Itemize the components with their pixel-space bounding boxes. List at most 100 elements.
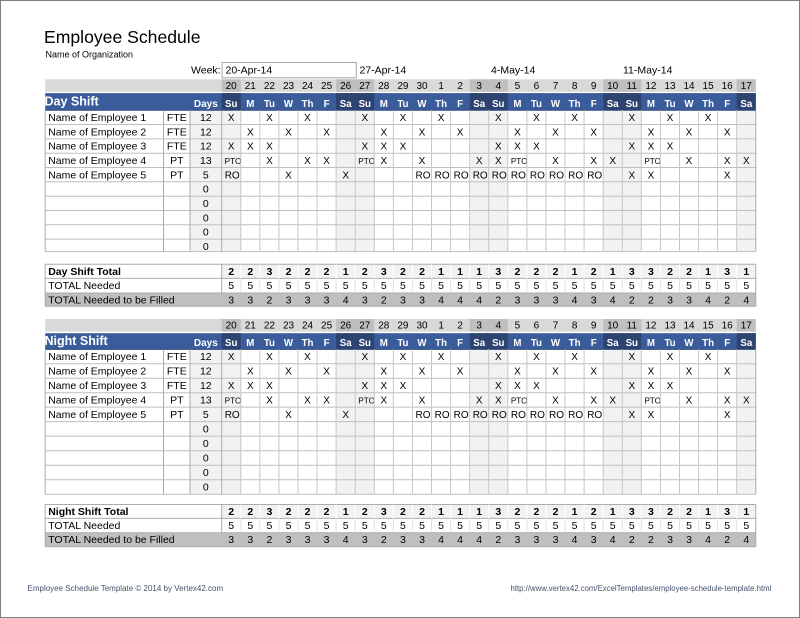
svg-text:30: 30 [416, 321, 428, 332]
svg-text:2: 2 [286, 506, 292, 518]
svg-text:F: F [724, 99, 730, 110]
svg-text:4: 4 [438, 534, 444, 546]
svg-text:FTE: FTE [167, 126, 187, 138]
svg-text:23: 23 [283, 321, 295, 332]
svg-text:Sa: Sa [340, 338, 352, 349]
svg-text:25: 25 [321, 81, 333, 92]
svg-text:X: X [400, 381, 407, 392]
svg-text:24: 24 [302, 321, 314, 332]
svg-text:4: 4 [457, 294, 463, 306]
svg-text:RO: RO [587, 170, 602, 181]
svg-text:16: 16 [722, 81, 734, 92]
svg-text:3: 3 [724, 266, 730, 278]
svg-text:2: 2 [533, 506, 539, 518]
svg-text:5: 5 [476, 280, 482, 292]
svg-text:X: X [419, 156, 426, 167]
svg-text:X: X [228, 352, 235, 363]
svg-text:2: 2 [362, 266, 368, 278]
svg-text:3: 3 [381, 266, 387, 278]
svg-text:X: X [247, 127, 254, 138]
svg-text:2: 2 [381, 534, 387, 546]
svg-text:29: 29 [397, 81, 409, 92]
svg-text:X: X [438, 352, 445, 363]
svg-text:RO: RO [492, 170, 507, 181]
svg-text:2: 2 [286, 266, 292, 278]
svg-text:2: 2 [419, 266, 425, 278]
svg-text:5: 5 [724, 280, 730, 292]
svg-text:12: 12 [645, 321, 657, 332]
svg-text:X: X [457, 127, 464, 138]
svg-text:Name of Employee 5: Name of Employee 5 [48, 169, 146, 181]
svg-text:Sa: Sa [473, 338, 485, 349]
svg-text:5: 5 [686, 520, 692, 532]
svg-text:X: X [266, 142, 273, 153]
svg-text:0: 0 [203, 467, 209, 479]
svg-text:3: 3 [305, 294, 311, 306]
svg-text:3: 3 [629, 266, 635, 278]
svg-text:5: 5 [305, 520, 311, 532]
svg-text:2: 2 [591, 266, 597, 278]
svg-text:4: 4 [476, 534, 482, 546]
svg-text:0: 0 [203, 184, 209, 196]
svg-text:5: 5 [228, 520, 234, 532]
svg-text:Th: Th [302, 99, 314, 110]
svg-text:M: M [647, 338, 655, 349]
svg-text:X: X [285, 127, 292, 138]
svg-text:1: 1 [438, 321, 444, 332]
svg-text:17: 17 [741, 321, 753, 332]
svg-text:2: 2 [686, 506, 692, 518]
svg-text:2: 2 [419, 506, 425, 518]
svg-text:Employee Schedule Template © 2: Employee Schedule Template © 2014 by Ver… [28, 584, 224, 593]
svg-text:3: 3 [591, 294, 597, 306]
svg-text:FTE: FTE [167, 112, 187, 124]
svg-text:X: X [648, 142, 655, 153]
svg-text:RO: RO [511, 170, 526, 181]
svg-text:M: M [513, 338, 521, 349]
svg-text:14: 14 [683, 321, 695, 332]
svg-text:F: F [324, 338, 330, 349]
svg-text:28: 28 [378, 321, 390, 332]
svg-text:13: 13 [664, 81, 676, 92]
svg-text:X: X [361, 352, 368, 363]
svg-text:Name of Employee 3: Name of Employee 3 [48, 141, 146, 153]
svg-text:Name of Employee 3: Name of Employee 3 [48, 380, 146, 392]
svg-text:3: 3 [476, 321, 482, 332]
svg-text:X: X [323, 396, 330, 407]
svg-text:X: X [724, 367, 731, 378]
svg-text:X: X [667, 381, 674, 392]
svg-text:3: 3 [648, 266, 654, 278]
svg-text:Tu: Tu [264, 338, 275, 349]
svg-text:TOTAL Needed: TOTAL Needed [48, 520, 120, 532]
svg-text:5: 5 [228, 280, 234, 292]
svg-text:9: 9 [591, 321, 597, 332]
svg-text:X: X [304, 352, 311, 363]
svg-text:15: 15 [703, 81, 715, 92]
svg-text:X: X [476, 396, 483, 407]
svg-text:4: 4 [610, 294, 616, 306]
svg-text:Tu: Tu [397, 99, 408, 110]
svg-text:RO: RO [492, 410, 507, 421]
svg-text:5: 5 [515, 321, 521, 332]
svg-text:1: 1 [438, 81, 444, 92]
svg-text:1: 1 [743, 266, 749, 278]
svg-text:TOTAL Needed to be Filled: TOTAL Needed to be Filled [48, 294, 175, 306]
svg-text:X: X [648, 367, 655, 378]
svg-text:F: F [457, 99, 463, 110]
svg-text:X: X [514, 367, 521, 378]
svg-text:X: X [724, 170, 731, 181]
svg-text:Sa: Sa [607, 338, 619, 349]
svg-text:26: 26 [340, 81, 352, 92]
svg-text:12: 12 [200, 351, 212, 363]
svg-text:X: X [380, 367, 387, 378]
svg-text:X: X [285, 367, 292, 378]
svg-text:X: X [419, 367, 426, 378]
svg-text:10: 10 [607, 81, 619, 92]
svg-text:3: 3 [228, 534, 234, 546]
svg-text:PT: PT [170, 395, 184, 407]
svg-text:5: 5 [324, 280, 330, 292]
svg-text:2: 2 [495, 534, 501, 546]
svg-text:X: X [495, 156, 502, 167]
svg-text:Th: Th [702, 99, 714, 110]
svg-text:X: X [400, 113, 407, 124]
svg-text:5: 5 [438, 280, 444, 292]
